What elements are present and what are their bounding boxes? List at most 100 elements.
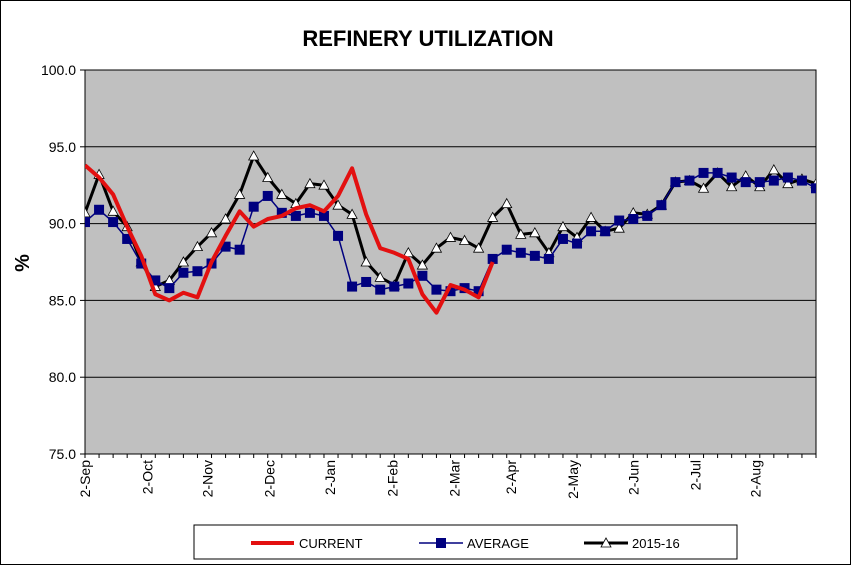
x-tick-label: 2-Aug bbox=[748, 460, 764, 497]
data-point-2015-16 bbox=[515, 228, 527, 239]
data-point-average bbox=[417, 270, 428, 281]
data-point-2015-16 bbox=[276, 188, 288, 199]
data-point-average bbox=[122, 233, 133, 244]
x-tick-label: 2-Mar bbox=[447, 460, 463, 497]
plot-area bbox=[84, 69, 817, 455]
data-point-average bbox=[543, 253, 554, 264]
data-point-average bbox=[572, 238, 583, 249]
data-point-2015-16 bbox=[458, 234, 471, 245]
data-point-2015-16 bbox=[782, 177, 794, 189]
legend-label-current: CURRENT bbox=[299, 536, 363, 551]
data-point-2015-16 bbox=[346, 208, 358, 219]
data-point-average bbox=[698, 167, 709, 178]
data-point-average bbox=[220, 241, 231, 252]
x-tick-label: 2-Oct bbox=[139, 460, 155, 494]
data-point-2015-16 bbox=[472, 242, 485, 253]
data-point-average bbox=[628, 213, 639, 224]
chart-title: REFINERY UTILIZATION bbox=[302, 26, 553, 51]
data-point-average bbox=[164, 283, 175, 294]
data-point-average bbox=[403, 278, 414, 289]
data-point-average bbox=[796, 175, 807, 186]
y-axis-label: % bbox=[12, 254, 34, 272]
series-line-current bbox=[85, 163, 495, 315]
data-point-average bbox=[234, 244, 245, 255]
data-point-average bbox=[445, 286, 456, 297]
data-point-average bbox=[389, 281, 400, 292]
data-point-average bbox=[557, 233, 568, 244]
data-point-2015-16 bbox=[585, 211, 597, 222]
axis-layer: 75.0 80.0 85.0 90.0 95.0 100.0 2-Sep 2-Oct 2-Nov… bbox=[41, 62, 817, 499]
y-tick-label: 100.0 bbox=[41, 62, 76, 78]
data-point-2015-16 bbox=[248, 150, 260, 161]
legend-item-current: CURRENT bbox=[251, 536, 363, 551]
data-point-2015-16 bbox=[191, 240, 204, 252]
data-point-average bbox=[515, 247, 526, 258]
data-point-average bbox=[642, 210, 653, 221]
data-point-average bbox=[108, 217, 119, 228]
series-average bbox=[85, 167, 816, 297]
legend: CURRENT AVERAGE 2015-16 bbox=[193, 524, 738, 560]
x-tick-label: 2-Jun bbox=[625, 460, 641, 495]
data-point-average bbox=[656, 200, 667, 211]
x-tick-label: 2-Dec bbox=[262, 460, 278, 497]
data-point-2015-16 bbox=[205, 226, 218, 238]
data-point-average bbox=[614, 215, 625, 226]
legend-marker-2015-16 bbox=[600, 537, 612, 548]
data-point-2015-16 bbox=[725, 180, 738, 192]
x-tick-label: 2-Jan bbox=[322, 460, 338, 495]
data-point-average bbox=[600, 226, 611, 237]
x-tick-label: 2-Feb bbox=[384, 460, 400, 497]
data-point-average bbox=[136, 258, 147, 269]
legend-label-2015-16: 2015-16 bbox=[632, 536, 680, 551]
data-point-average bbox=[361, 276, 372, 287]
legend-item-2015-16: 2015-16 bbox=[584, 536, 680, 551]
data-point-2015-16 bbox=[85, 207, 91, 218]
data-point-average bbox=[782, 172, 793, 183]
data-point-2015-16 bbox=[262, 171, 274, 182]
data-point-2015-16 bbox=[557, 220, 569, 232]
data-point-average bbox=[740, 177, 751, 188]
y-tick-label: 75.0 bbox=[49, 446, 76, 462]
data-point-average bbox=[726, 172, 737, 183]
data-point-average bbox=[290, 210, 301, 221]
series-layer bbox=[85, 150, 816, 315]
data-point-2015-16 bbox=[768, 164, 780, 175]
data-point-2015-16 bbox=[332, 199, 344, 210]
data-point-average bbox=[347, 281, 358, 292]
data-point-average bbox=[178, 267, 189, 278]
data-point-average bbox=[684, 175, 695, 186]
data-point-2015-16 bbox=[501, 197, 513, 209]
data-point-2015-16 bbox=[444, 231, 457, 242]
series-current bbox=[85, 163, 495, 315]
data-point-2015-16 bbox=[318, 179, 330, 190]
data-point-2015-16 bbox=[219, 213, 232, 224]
data-point-average bbox=[192, 266, 203, 277]
data-point-average bbox=[811, 183, 816, 194]
data-point-average bbox=[333, 230, 344, 241]
y-tick-label: 90.0 bbox=[49, 216, 76, 232]
data-point-average bbox=[304, 207, 315, 218]
data-point-average bbox=[375, 284, 386, 295]
y-tick-label: 85.0 bbox=[49, 292, 76, 308]
data-point-average bbox=[473, 286, 484, 297]
x-tick-label: 2-Apr bbox=[503, 460, 519, 495]
data-point-average bbox=[754, 177, 765, 188]
data-point-2015-16 bbox=[486, 211, 499, 222]
data-point-average bbox=[529, 250, 540, 261]
data-point-average bbox=[318, 210, 329, 221]
y-tick-label: 95.0 bbox=[49, 139, 76, 155]
data-point-average bbox=[94, 204, 105, 215]
x-tick-label: 2-Nov bbox=[199, 460, 215, 497]
data-point-average bbox=[670, 177, 681, 188]
data-point-2015-16 bbox=[697, 182, 710, 193]
x-tick-label: 2-Jul bbox=[688, 460, 704, 490]
legend-marker-average bbox=[436, 538, 446, 548]
data-point-2015-16 bbox=[107, 205, 119, 216]
legend-label-average: AVERAGE bbox=[467, 536, 529, 551]
data-point-average bbox=[712, 167, 723, 178]
legend-item-average: AVERAGE bbox=[419, 536, 529, 551]
data-point-2015-16 bbox=[416, 259, 429, 270]
data-point-2015-16 bbox=[360, 256, 372, 267]
